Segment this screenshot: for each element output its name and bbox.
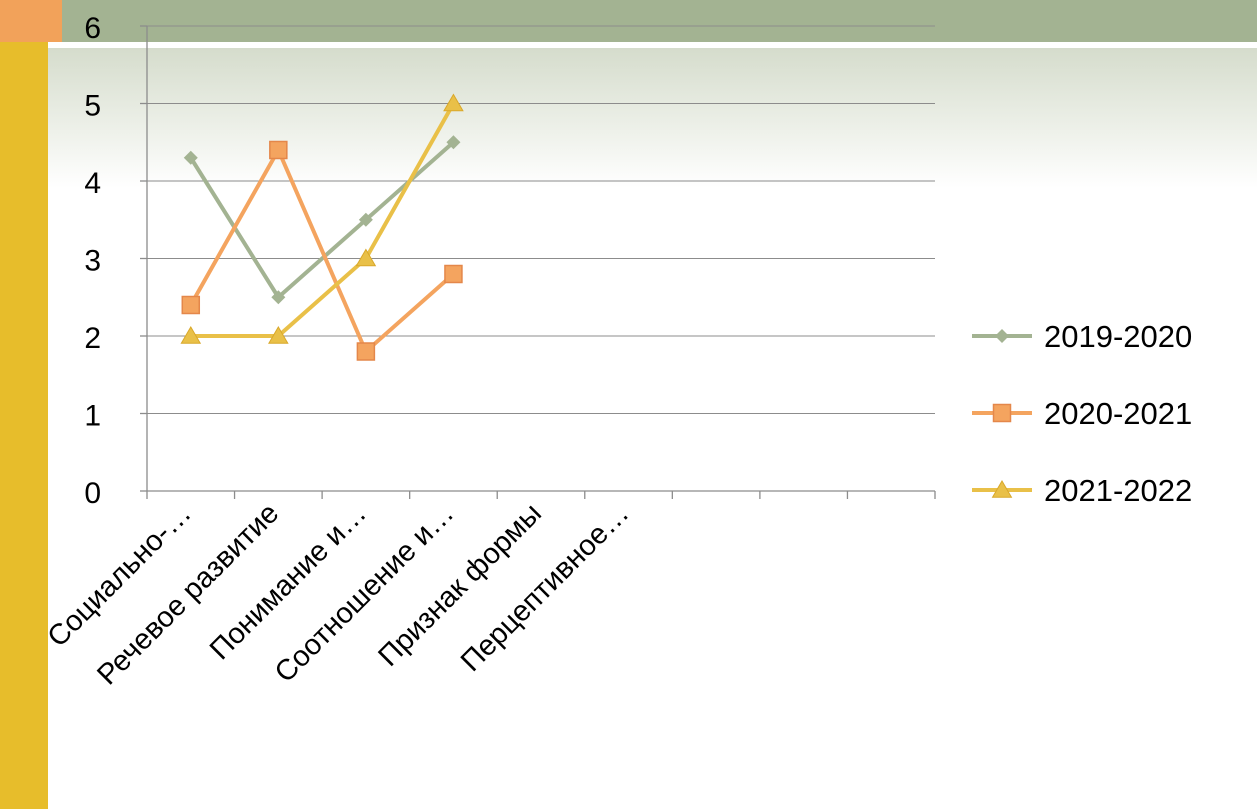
data-point <box>180 326 202 344</box>
legend-swatch-marker <box>995 329 1009 343</box>
axes <box>140 25 936 499</box>
data-point <box>355 248 377 267</box>
legend-label: 2021-2022 <box>1044 473 1192 508</box>
x-tick-label: Перцептивное… <box>455 497 636 678</box>
x-tick-label: Признак формы <box>372 497 548 673</box>
slide-header-gradient <box>0 48 1257 188</box>
y-tick-label: 5 <box>84 90 101 123</box>
x-tick-label: Понимание и… <box>204 497 373 666</box>
y-tick-label: 4 <box>84 167 101 200</box>
y-tick-label: 2 <box>84 322 101 355</box>
series-line <box>189 148 455 354</box>
y-tick-label: 6 <box>84 12 101 45</box>
series-line <box>190 102 456 338</box>
data-point <box>271 290 286 305</box>
legend-swatch-marker <box>991 480 1013 498</box>
data-point <box>358 212 373 227</box>
data-point <box>446 135 461 150</box>
series-line <box>189 140 455 300</box>
data-point <box>181 295 201 315</box>
slide-left-accent-bar <box>0 42 48 809</box>
y-tick-label: 1 <box>84 400 101 433</box>
legend-label: 2020-2021 <box>1044 396 1192 431</box>
series-lines <box>189 102 456 354</box>
slide-header-stripe <box>0 42 1257 48</box>
data-point <box>269 140 288 160</box>
y-tick-labels: 0 1 2 3 4 5 6 <box>84 12 101 510</box>
y-tick-label: 3 <box>84 245 101 278</box>
data-point <box>183 150 198 165</box>
legend-swatch-marker <box>992 403 1012 423</box>
data-point <box>268 326 289 344</box>
slide-corner-accent <box>0 0 62 42</box>
data-point <box>443 93 464 112</box>
gridlines <box>147 25 935 414</box>
data-point <box>444 264 463 284</box>
series-markers <box>180 93 464 361</box>
slide-header-band <box>0 0 1257 42</box>
y-tick-label: 0 <box>84 477 101 510</box>
data-point <box>356 342 376 361</box>
legend-label: 2019-2020 <box>1044 319 1192 354</box>
legend: 2019-2020 2020-2021 2021-2022 <box>972 319 1192 508</box>
